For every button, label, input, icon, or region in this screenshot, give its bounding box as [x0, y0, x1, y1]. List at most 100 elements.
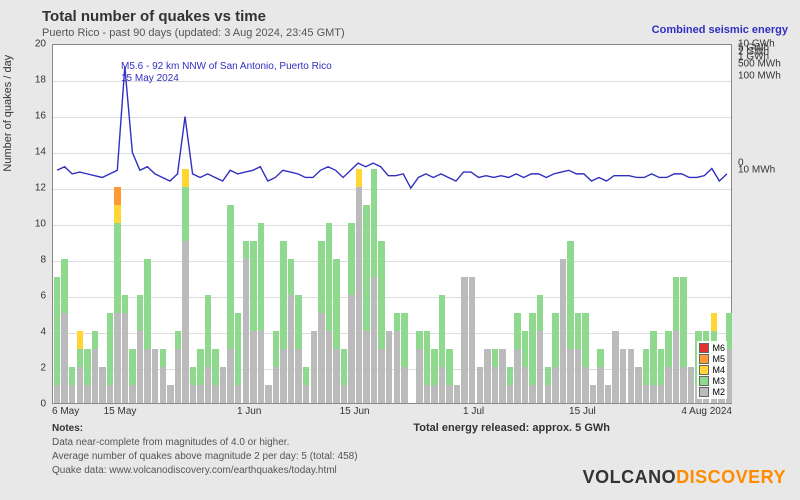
bar-stack — [107, 313, 113, 403]
ytick-right: 10 MWh — [738, 165, 775, 176]
bar-segment-M3 — [446, 349, 452, 385]
bar-segment-M2 — [424, 385, 430, 403]
annotation-line2: 15 May 2024 — [121, 73, 332, 85]
bar-stack — [265, 385, 271, 403]
bar-stack — [552, 313, 558, 403]
bar-stack — [92, 331, 98, 403]
bar-stack — [160, 349, 166, 403]
bar-segment-M2 — [69, 385, 75, 403]
bar-segment-M3 — [197, 349, 203, 385]
bar-segment-M3 — [144, 259, 150, 349]
bar-segment-M2 — [175, 349, 181, 403]
bar-segment-M3 — [303, 367, 309, 385]
xtick: 15 May — [104, 406, 137, 417]
bar-segment-M2 — [605, 385, 611, 403]
bar-segment-M2 — [114, 313, 120, 403]
bar-segment-M2 — [477, 367, 483, 403]
ytick-left: 8 — [40, 255, 46, 266]
gridline — [53, 297, 731, 298]
bar-segment-M4 — [182, 169, 188, 187]
bar-stack — [477, 367, 483, 403]
gridline — [53, 117, 731, 118]
bar-segment-M2 — [288, 295, 294, 403]
bar-segment-M2 — [560, 259, 566, 403]
ytick-left: 20 — [35, 39, 46, 50]
bar-stack — [122, 295, 128, 403]
bar-segment-M3 — [514, 313, 520, 349]
legend-item-M2: M2 — [699, 387, 725, 397]
legend-label: M6 — [712, 343, 725, 353]
bar-stack — [424, 331, 430, 403]
legend-label: M2 — [712, 387, 725, 397]
bar-segment-M2 — [122, 313, 128, 403]
bar-stack — [348, 223, 354, 403]
bar-segment-M2 — [212, 385, 218, 403]
bar-segment-M2 — [363, 331, 369, 403]
bar-stack — [484, 349, 490, 403]
bar-segment-M2 — [529, 385, 535, 403]
xtick: 15 Jul — [569, 406, 596, 417]
bar-segment-M3 — [582, 313, 588, 367]
bar-stack — [197, 349, 203, 403]
bar-segment-M3 — [597, 349, 603, 367]
bar-segment-M3 — [552, 313, 558, 367]
legend-label: M5 — [712, 354, 725, 364]
logo: VOLCANODISCOVERY — [583, 467, 786, 488]
bar-stack — [650, 331, 656, 403]
bar-segment-M2 — [469, 277, 475, 403]
bar-stack — [212, 349, 218, 403]
bar-stack — [303, 367, 309, 403]
bar-stack — [341, 349, 347, 403]
bar-segment-M3 — [333, 259, 339, 349]
bar-segment-M3 — [658, 349, 664, 385]
bar-stack — [318, 241, 324, 403]
ytick-right: 100 MWh — [738, 71, 781, 82]
bar-segment-M2 — [190, 385, 196, 403]
notes-line: Average number of quakes above magnitude… — [52, 450, 358, 464]
bar-segment-M3 — [424, 331, 430, 385]
bar-stack — [273, 331, 279, 403]
bar-stack — [250, 241, 256, 403]
bar-segment-M3 — [378, 241, 384, 349]
bar-stack — [84, 349, 90, 403]
bar-segment-M2 — [258, 331, 264, 403]
bar-stack — [522, 331, 528, 403]
bar-segment-M3 — [227, 205, 233, 349]
bar-segment-M3 — [235, 313, 241, 385]
bar-segment-M2 — [84, 385, 90, 403]
bar-stack — [394, 313, 400, 403]
bar-segment-M3 — [680, 277, 686, 367]
bar-segment-M3 — [507, 367, 513, 385]
bar-segment-M3 — [567, 241, 573, 349]
bar-segment-M2 — [152, 349, 158, 403]
bar-segment-M2 — [182, 241, 188, 403]
bar-stack — [288, 259, 294, 403]
bar-segment-M2 — [635, 367, 641, 403]
bar-segment-M3 — [280, 241, 286, 349]
bar-segment-M3 — [54, 277, 60, 385]
bar-segment-M2 — [514, 349, 520, 403]
bar-segment-M2 — [431, 385, 437, 403]
bar-segment-M3 — [61, 259, 67, 313]
bar-segment-M3 — [250, 241, 256, 331]
legend-item-M5: M5 — [699, 354, 725, 364]
bar-stack — [643, 349, 649, 403]
ytick-left: 12 — [35, 183, 46, 194]
bar-stack — [356, 169, 362, 403]
bar-segment-M3 — [295, 295, 301, 349]
bar-segment-M2 — [378, 349, 384, 403]
bar-segment-M3 — [243, 241, 249, 259]
bar-segment-M2 — [680, 367, 686, 403]
logo-text: VOLCANODISCOVERY — [583, 467, 786, 488]
bar-segment-M2 — [688, 367, 694, 403]
xtick: 4 Aug 2024 — [681, 406, 732, 417]
bar-stack — [507, 367, 513, 403]
ytick-left: 0 — [40, 399, 46, 410]
bar-segment-M3 — [77, 349, 83, 367]
xtick: 1 Jun — [237, 406, 261, 417]
bar-stack — [635, 367, 641, 403]
bar-stack — [227, 205, 233, 403]
bar-segment-M2 — [416, 349, 422, 403]
bar-stack — [386, 331, 392, 403]
bar-segment-M2 — [507, 385, 513, 403]
